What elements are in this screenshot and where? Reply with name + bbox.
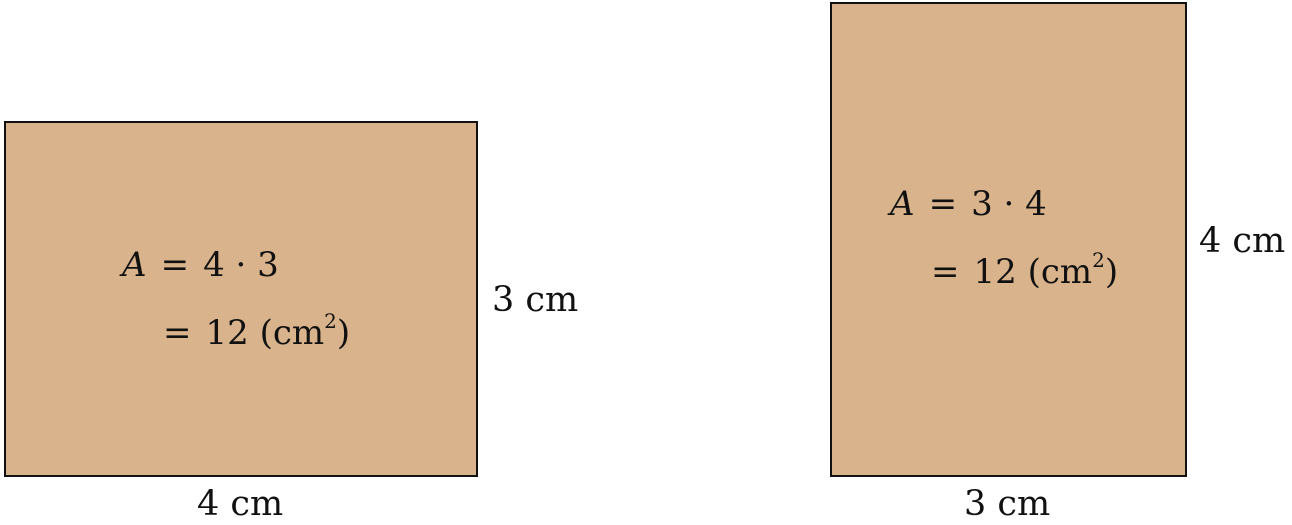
area-unit-open: (cm	[259, 313, 325, 353]
area-unit-exponent: 2	[1092, 247, 1105, 272]
equals-sign: =	[928, 184, 958, 224]
equals-sign: =	[163, 313, 192, 353]
left-area-formula-line2: = 12 (cm2)	[163, 311, 351, 353]
area-unit-close: )	[1104, 252, 1119, 292]
area-product: 3 · 4	[971, 184, 1047, 224]
area-variable: A	[890, 184, 915, 224]
left-rectangle	[4, 121, 478, 477]
left-area-formula-line1: A = 4 · 3	[122, 248, 279, 282]
area-unit-close: )	[336, 313, 351, 353]
left-height-label: 3 cm	[492, 280, 579, 320]
right-rectangle	[830, 2, 1187, 477]
area-unit-exponent: 2	[324, 308, 337, 333]
right-width-label: 3 cm	[964, 484, 1051, 524]
right-area-formula-line2: = 12 (cm2)	[931, 250, 1119, 292]
area-result-value: 12	[205, 313, 249, 353]
left-width-label: 4 cm	[197, 484, 284, 524]
area-result-value: 12	[973, 252, 1017, 292]
area-unit-open: (cm	[1027, 252, 1093, 292]
equals-sign: =	[160, 245, 190, 285]
area-variable: A	[122, 245, 147, 285]
equals-sign: =	[931, 252, 960, 292]
right-area-formula-line1: A = 3 · 4	[890, 187, 1047, 221]
right-height-label: 4 cm	[1199, 221, 1286, 261]
area-product: 4 · 3	[203, 245, 279, 285]
